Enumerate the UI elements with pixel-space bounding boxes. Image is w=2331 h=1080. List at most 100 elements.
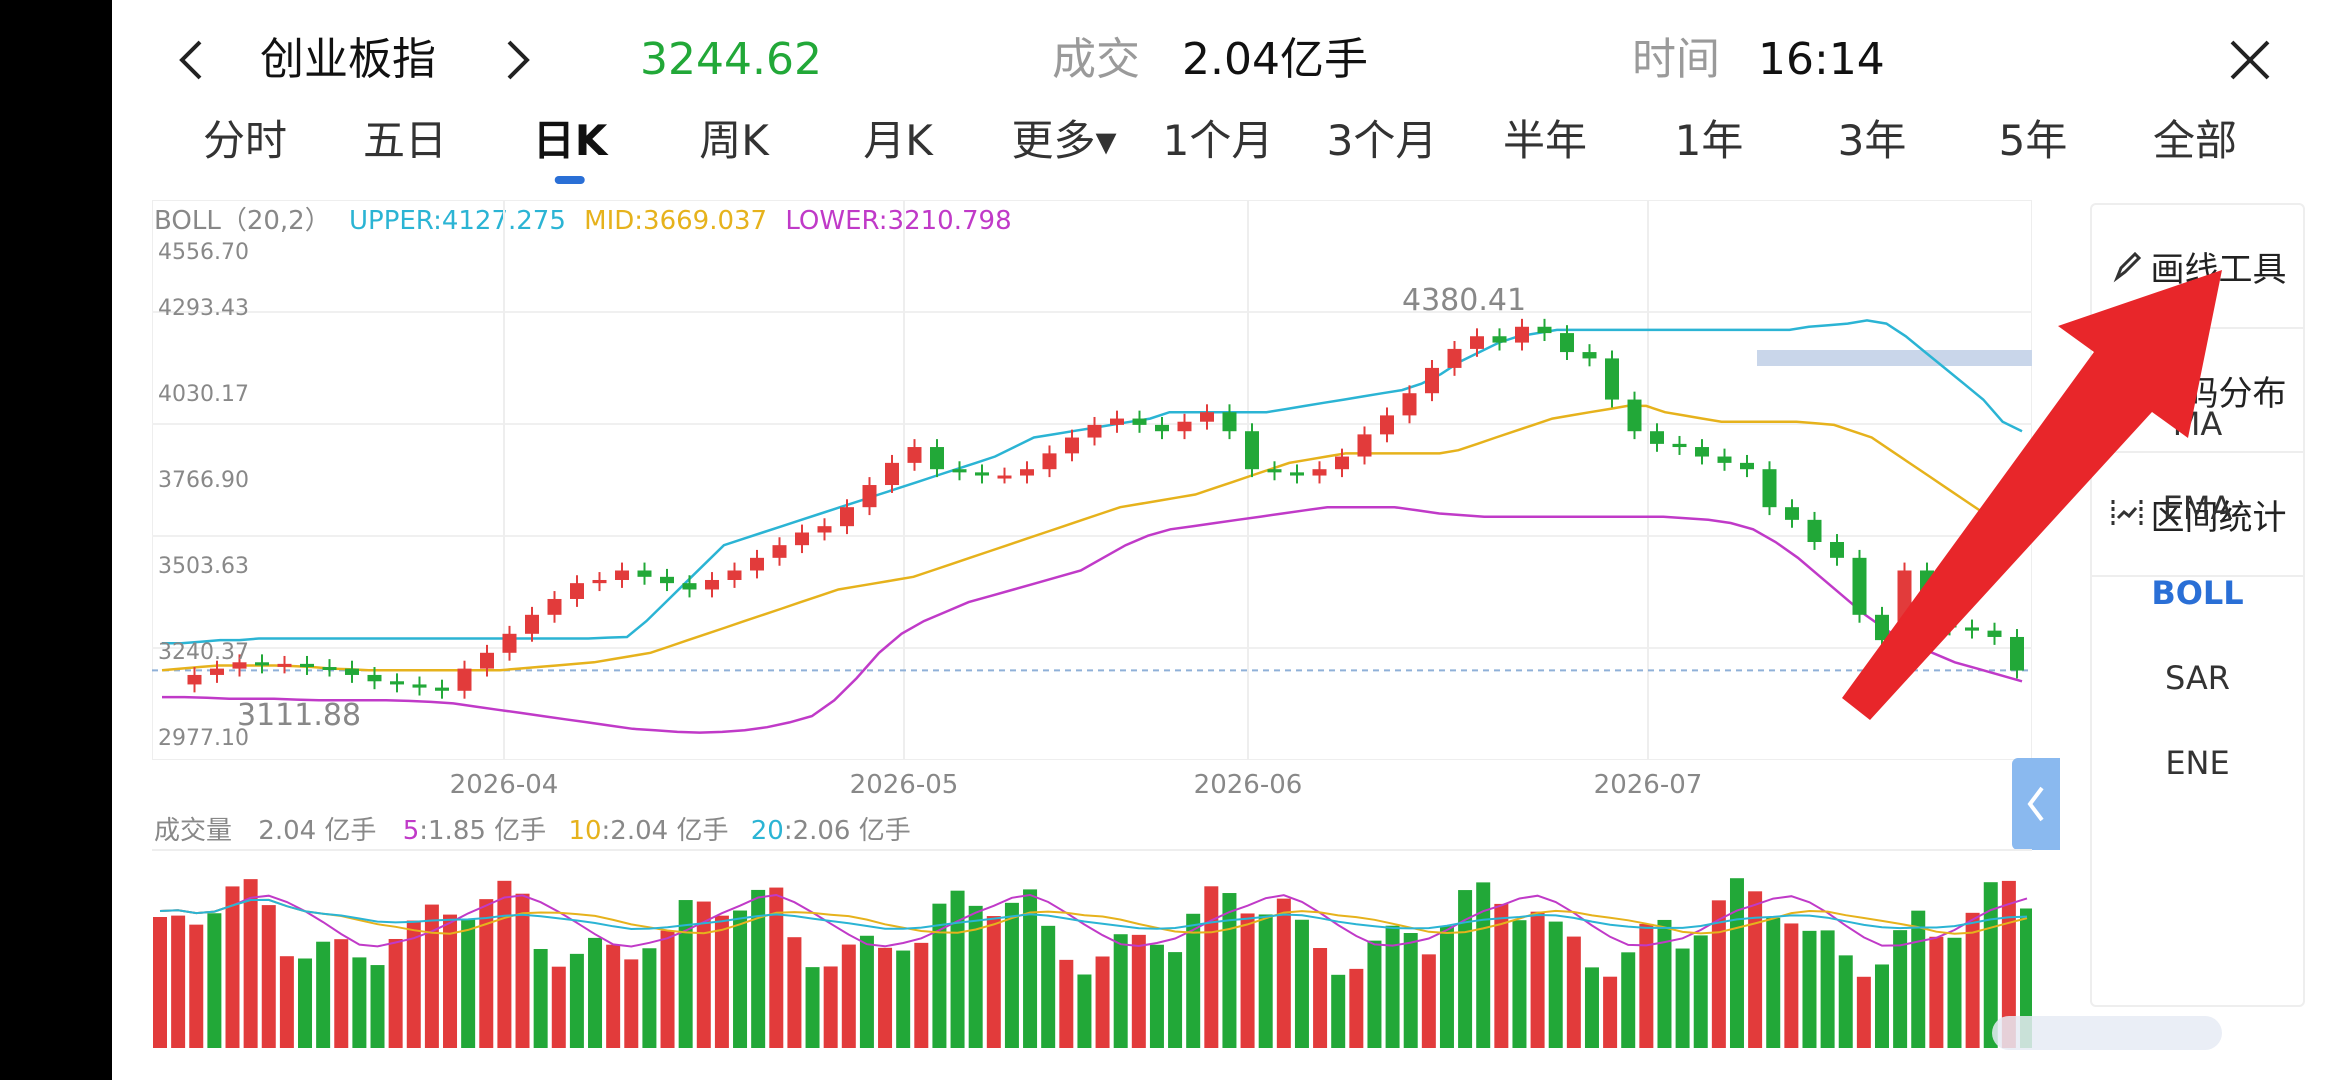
tab-9[interactable]: 1年 [1674,116,1744,165]
candle-body-27 [772,545,787,558]
tab-0[interactable]: 分时 [202,116,288,165]
volume-chart[interactable] [152,848,2032,1048]
candle-body-18 [570,583,584,599]
stock-chart-screen: 创业板指 3244.62 成交 2.04亿手 时间 16:14 分时 五日 日K 周K… [112,0,2331,1080]
tab-4[interactable]: 月K [863,116,933,165]
interval-stats-icon [2111,500,2142,528]
tab-6[interactable]: 1个月 [1162,116,1274,165]
volume-bar-15 [424,904,439,1048]
volume-bar-43 [932,903,947,1048]
volume-bar-1 [171,915,186,1048]
tab-8[interactable]: 半年 [1502,116,1588,165]
price-tick-1: 4293.43 [158,296,249,321]
candle-body-54 [1380,415,1394,435]
volume-bar-75 [1512,920,1527,1048]
candle-body-4 [255,662,269,666]
candle-body-65 [1627,399,1642,432]
candle-body-20 [615,570,629,580]
candle-body-22 [660,576,674,584]
candle-body-23 [682,583,697,590]
tab-11[interactable]: 5年 [1998,116,2068,165]
collapse-panel-button[interactable] [2012,758,2060,850]
back-button[interactable] [162,30,222,90]
volume-bar-92 [1820,930,1835,1048]
volume-bar-18 [479,899,494,1048]
volume-bar-60 [1240,913,1255,1048]
volume-bar-14 [406,920,421,1048]
boll-upper: UPPER:4127.275 [348,206,566,236]
volume-bar-66 [1349,968,1364,1048]
chevron-left-icon [2027,786,2044,822]
volume-bar-45 [968,905,983,1048]
volume-bar-80 [1603,976,1618,1048]
volume-bar-100 [1965,912,1980,1048]
candle-body-43 [1132,418,1147,425]
volume-bar-38 [841,944,856,1048]
close-button[interactable] [2220,30,2280,90]
volume-bar-27 [642,948,657,1048]
indicator-4[interactable]: ENE [2165,744,2230,782]
candle-body-2 [210,668,224,675]
boll-lower: LOWER:3210.798 [785,206,1012,236]
volume-bar-91 [1802,930,1817,1048]
candle-body-26 [750,557,764,571]
volume-bar-12 [370,965,385,1048]
indicator-3[interactable]: SAR [2164,659,2231,697]
candle-body-47 [1222,412,1237,432]
volume-bar-20 [515,893,530,1048]
tab-7[interactable]: 3个月 [1326,116,1438,165]
tab-3[interactable]: 周K [699,116,769,165]
volume-bar-74 [1494,903,1509,1048]
volume-bar-29 [678,900,693,1048]
candle-body-75 [1852,557,1867,615]
candle-body-5 [277,663,292,667]
current-price: 3244.62 [640,34,822,85]
candle-body-45 [1177,421,1192,432]
volume-bar-54 [1131,934,1146,1048]
volume-bar-70 [1421,954,1436,1048]
candle-body-21 [637,570,652,577]
volume-ma10-line [159,898,2028,935]
volume-bar-8 [298,958,313,1048]
volume-bar-63 [1294,919,1309,1048]
interval-stats-tool[interactable]: 区间统计 [2092,453,2303,577]
volume-bar-40 [878,947,893,1048]
ma20-key: 20 [750,816,784,846]
volume-bar-67 [1367,940,1382,1048]
candle-body-70 [1740,462,1754,470]
candle-body-3 [232,662,247,669]
price-tick-6: 2977.10 [158,726,249,751]
volume-bar-83 [1657,919,1672,1048]
tab-10[interactable]: 3年 [1837,116,1907,165]
volume-bar-87 [1729,878,1744,1048]
volume-bar-41 [896,950,911,1048]
volume-bar-65 [1331,974,1346,1048]
volume-bar-62 [1276,898,1291,1048]
price-tick-0: 4556.70 [158,240,249,265]
volume-bar-52 [1095,956,1110,1048]
volume-bar-32 [733,910,748,1048]
volume-bar-85 [1693,935,1708,1048]
volume-bar-95 [1874,964,1889,1048]
indicator-2[interactable]: BOLL [2151,574,2244,612]
volume-bar-17 [461,918,476,1048]
tab-12[interactable]: 全部 [2152,116,2238,165]
volume-bar-51 [1077,974,1092,1048]
candle-body-12 [435,687,449,691]
tab-2[interactable]: 日K [532,116,608,165]
volume-bar-93 [1838,955,1853,1048]
volume-bar-72 [1458,890,1473,1048]
next-button[interactable] [487,30,547,90]
ma20-val: :2.06 亿手 [783,816,911,846]
tab-1[interactable]: 五日 [362,116,448,165]
price-tick-3: 3766.90 [158,468,249,493]
candle-body-60 [1515,326,1529,343]
kline-chart[interactable] [152,200,2032,760]
volume-bar-21 [533,948,548,1048]
tab-5[interactable]: 更多▾ [1011,116,1117,165]
candle-body-55 [1402,393,1417,416]
volume-bar-13 [388,938,403,1048]
volume-label: 成交 [1052,34,1140,85]
indicator-1[interactable]: EMA [2162,489,2233,527]
candle-body-67 [1672,443,1687,448]
